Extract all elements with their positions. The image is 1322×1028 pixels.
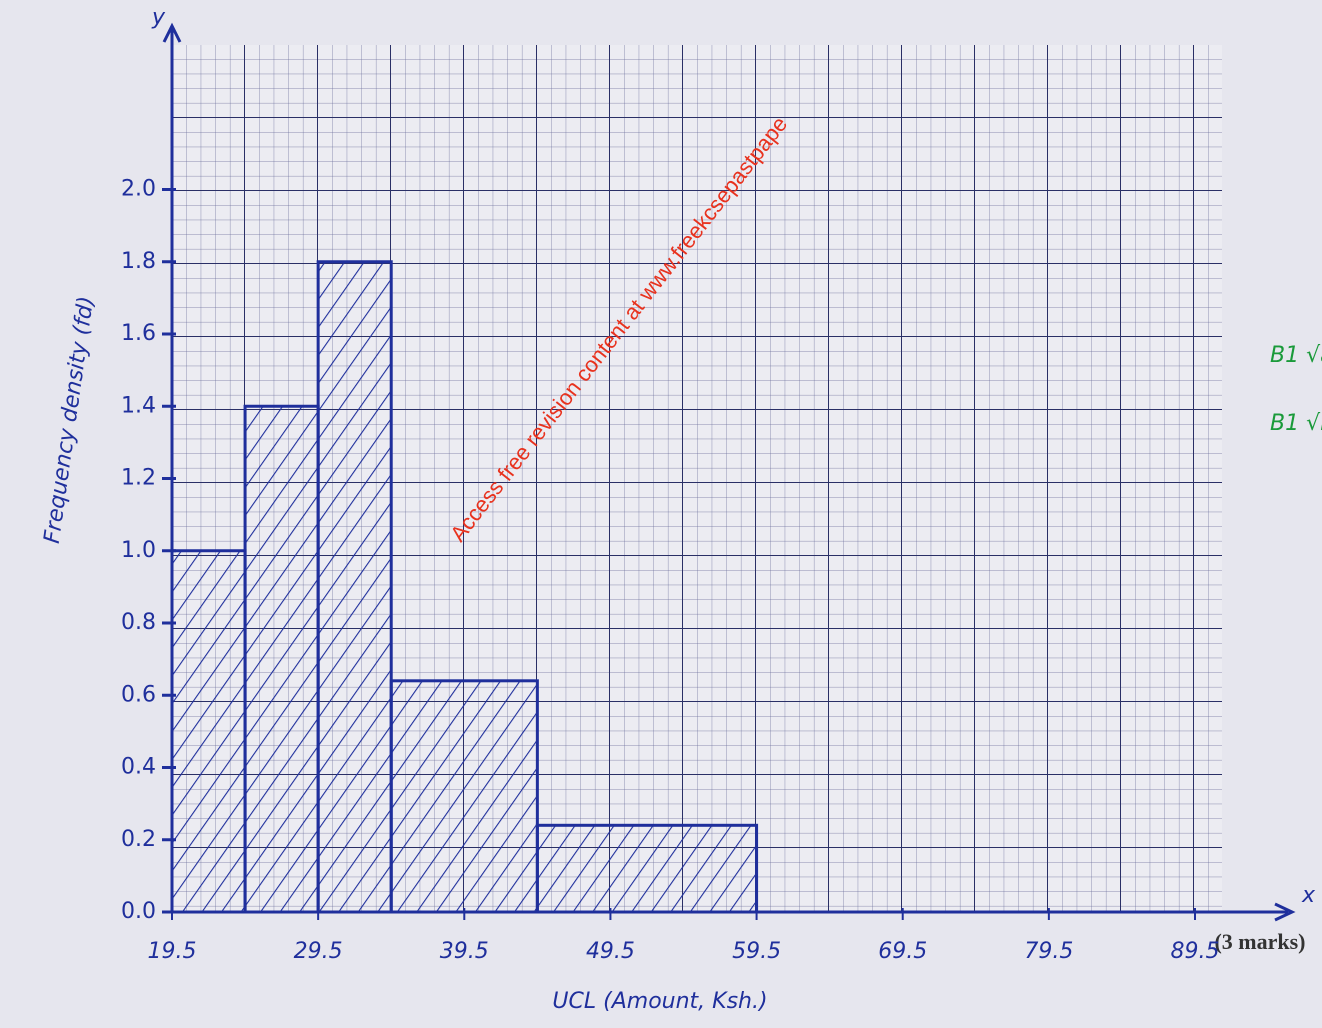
x-tick-label: 49.5: [586, 939, 635, 964]
chart: y x Frequency density (fd) UCL (Amount, …: [0, 0, 1322, 1028]
x-tick-label: 29.5: [294, 939, 343, 964]
marks-note: (3 marks): [1214, 929, 1305, 954]
x-axis-title: UCL (Amount, Ksh.): [552, 989, 767, 1014]
y-axis-title: Frequency density (fd): [40, 295, 99, 545]
histogram-bar: [318, 262, 391, 912]
y-tick-label: 2.0: [121, 177, 156, 202]
y-tick-label: 1.2: [121, 466, 156, 491]
x-tick-label: 79.5: [1024, 939, 1073, 964]
x-axis-letter: x: [1301, 883, 1316, 908]
y-tick-label: 0.6: [121, 682, 156, 707]
histogram-bar: [537, 825, 756, 912]
y-tick-label: 0.8: [121, 610, 156, 635]
x-tick-label: 39.5: [440, 939, 489, 964]
x-tick-label: 19.5: [148, 939, 197, 964]
y-tick-label: 0.0: [121, 899, 156, 924]
margin-mark: B1 √b: [1270, 411, 1322, 436]
histogram-bar: [245, 406, 318, 912]
histogram-bar: [172, 551, 245, 912]
y-tick-label: 0.4: [121, 755, 156, 780]
y-tick-label: 1.8: [121, 249, 156, 274]
histogram-bar: [391, 681, 537, 912]
x-tick-label: 59.5: [732, 939, 781, 964]
y-tick-label: 0.2: [121, 827, 156, 852]
y-tick-label: 1.0: [121, 538, 156, 563]
margin-mark: B1 √a: [1270, 343, 1322, 368]
y-tick-label: 1.4: [121, 393, 156, 418]
x-tick-label: 69.5: [878, 939, 927, 964]
y-tick-label: 1.6: [121, 321, 156, 346]
y-axis-letter: y: [151, 5, 166, 30]
x-tick-label: 89.5: [1171, 939, 1220, 964]
